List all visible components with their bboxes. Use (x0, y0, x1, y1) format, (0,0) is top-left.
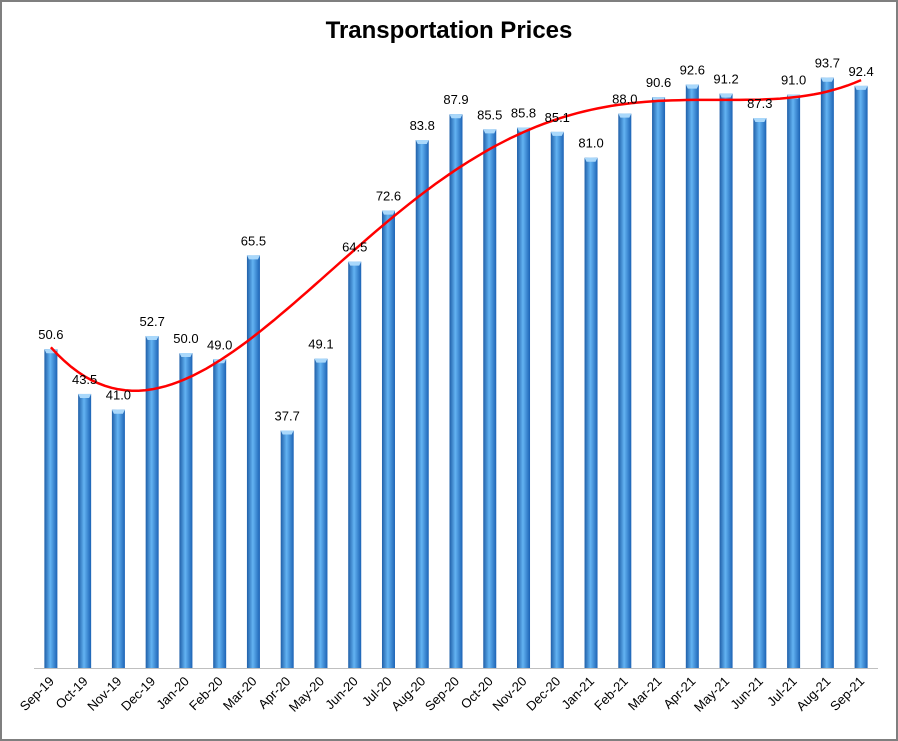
x-tick-label: Sep-20 (422, 674, 462, 714)
bar-cap (78, 393, 92, 398)
bar-dec-20 (550, 131, 564, 668)
bar-cap (719, 93, 733, 98)
bar-jul-20 (381, 210, 395, 668)
x-tick-label: Jun-20 (322, 674, 361, 713)
x-tick-label: Aug-20 (388, 674, 428, 714)
bar-jan-21 (584, 157, 598, 668)
data-label: 85.8 (511, 105, 536, 120)
data-label: 87.3 (747, 96, 772, 111)
bar-cap (348, 261, 362, 266)
x-tick-label: Jun-21 (727, 674, 766, 713)
data-label: 85.1 (545, 110, 570, 125)
bar-cap (280, 430, 294, 435)
bar-cap (854, 85, 868, 90)
bar-cap (415, 140, 429, 145)
data-label: 37.7 (275, 408, 300, 423)
x-tick-label: Aug-21 (793, 674, 833, 714)
x-tick-label: Mar-20 (220, 674, 260, 714)
x-tick-label: Jan-20 (153, 674, 192, 713)
trendline (49, 78, 862, 392)
bar-cap (685, 84, 699, 89)
data-label: 85.5 (477, 107, 502, 122)
x-tick-label: Nov-20 (489, 674, 529, 714)
bar-jan-20 (179, 353, 193, 668)
chart-title: Transportation Prices (325, 17, 573, 44)
bar-jun-21 (753, 118, 767, 668)
data-label: 91.2 (713, 71, 738, 86)
bar-cap (483, 129, 497, 134)
data-label: 64.5 (342, 240, 367, 255)
bar-cap (145, 335, 159, 340)
bar-oct-20 (483, 129, 497, 669)
data-label: 81.0 (578, 136, 603, 151)
x-tick-label: May-21 (691, 674, 732, 715)
bar-cap (550, 131, 564, 136)
bar-aug-20 (415, 140, 429, 668)
bar-nov-20 (517, 127, 531, 668)
bar-cap (753, 118, 767, 123)
bar-feb-21 (618, 113, 632, 669)
data-label: 50.0 (173, 331, 198, 346)
data-label: 90.6 (646, 75, 671, 90)
data-label: 91.0 (781, 73, 806, 88)
data-label: 92.4 (848, 64, 873, 79)
bar-sep-21 (854, 85, 868, 668)
bar-may-21 (719, 93, 733, 668)
x-tick-label: Sep-19 (17, 674, 57, 714)
x-tick-label: Oct-20 (458, 674, 496, 712)
bar-sep-19 (44, 349, 58, 668)
x-tick-label: Mar-21 (625, 674, 665, 714)
bar-cap (449, 114, 463, 119)
x-tick-label: Nov-19 (84, 674, 124, 714)
data-label: 88.0 (612, 92, 637, 107)
x-tick-label: Sep-21 (827, 674, 867, 714)
bar-sep-20 (449, 114, 463, 669)
bar-cap (179, 353, 193, 357)
bar-cap (314, 358, 328, 363)
data-label: 50.6 (38, 327, 63, 342)
bar-may-20 (314, 358, 328, 668)
x-tick-label: Feb-21 (591, 674, 631, 714)
bar-aug-21 (820, 77, 834, 668)
data-label: 83.8 (410, 118, 435, 133)
x-tick-label: Jan-21 (558, 674, 597, 713)
bar-cap (618, 113, 632, 118)
x-tick-label: Oct-19 (53, 674, 91, 712)
data-label: 49.1 (308, 337, 333, 352)
data-label: 87.9 (443, 92, 468, 107)
x-tick-label: May-20 (286, 674, 327, 715)
bar-apr-20 (280, 430, 294, 668)
bar-jul-21 (787, 94, 801, 668)
bar-nov-19 (111, 409, 125, 668)
bar-jun-20 (348, 261, 362, 668)
data-label: 43.5 (72, 372, 97, 387)
data-label: 41.0 (106, 388, 131, 403)
data-label: 65.5 (241, 233, 266, 248)
data-label: 72.6 (376, 189, 401, 204)
x-tick-label: Feb-20 (186, 674, 226, 714)
bar-cap (111, 409, 125, 414)
data-label: 49.0 (207, 337, 232, 352)
bar-cap (820, 77, 834, 82)
bar-cap (584, 157, 598, 162)
bar-apr-21 (685, 84, 699, 669)
bar-cap (246, 255, 260, 260)
data-label: 52.7 (140, 314, 165, 329)
data-label: 93.7 (815, 56, 840, 71)
bar-dec-19 (145, 335, 159, 668)
data-label: 92.6 (680, 63, 705, 78)
x-tick-label: Dec-19 (118, 674, 158, 714)
bar-feb-20 (213, 359, 227, 668)
bar-cap (381, 210, 395, 215)
bar-mar-21 (652, 97, 666, 669)
x-tick-label: Dec-20 (523, 674, 563, 714)
bar-oct-19 (78, 393, 92, 668)
bar-mar-20 (246, 255, 260, 668)
